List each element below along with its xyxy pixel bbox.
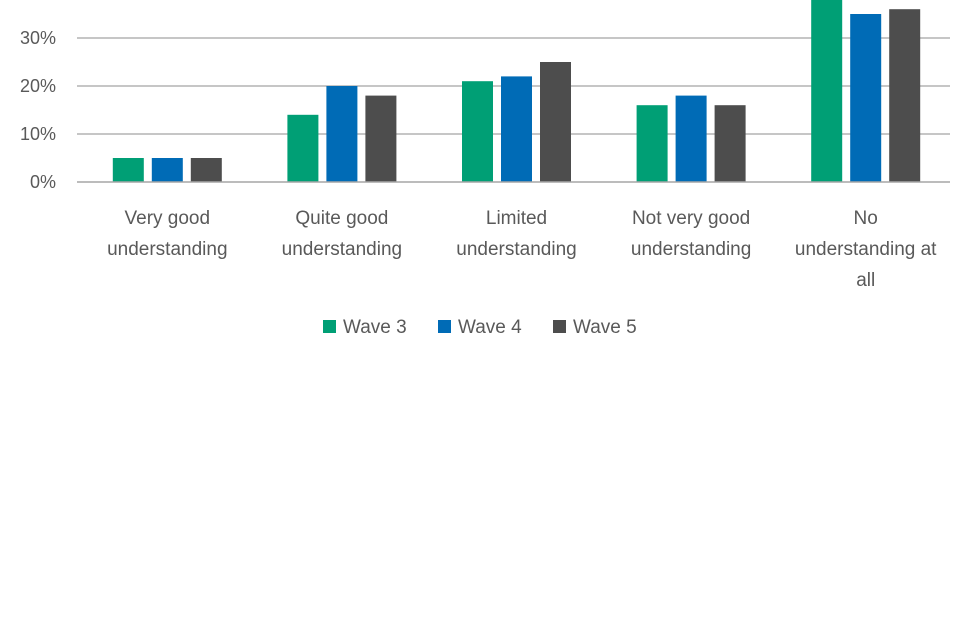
bar (811, 0, 843, 182)
category-label-line: Not very good (632, 208, 750, 229)
legend-label: Wave 3 (343, 317, 407, 338)
bar (326, 86, 358, 182)
category-label-line: No (854, 208, 878, 229)
category-label: Very good understanding (107, 208, 227, 260)
legend-swatch (323, 320, 336, 333)
legend: Wave 3 Wave 4 Wave 5 (323, 317, 637, 338)
y-tick-label: 20% (20, 76, 56, 96)
legend-label: Wave 5 (573, 317, 637, 338)
category-label-line: understanding (282, 239, 402, 260)
bar (365, 95, 397, 182)
category-label-line: Very good (125, 208, 211, 229)
category-label-line: all (856, 270, 875, 291)
y-tick-label: 0% (30, 172, 56, 192)
bar (675, 95, 707, 182)
category-label-line: understanding (631, 239, 751, 260)
category-label-line: Quite good (295, 208, 388, 229)
category-label: Limited understanding (456, 208, 576, 260)
category-labels: Very good understanding Quite good understa… (107, 208, 937, 291)
category-label: No understanding at all (795, 208, 937, 291)
bar (540, 62, 571, 182)
category-label-line: understanding at (795, 239, 937, 260)
bar (287, 114, 319, 182)
legend-swatch (553, 320, 566, 333)
bar (112, 158, 144, 182)
legend-label: Wave 4 (458, 317, 522, 338)
y-tick-label: 30% (20, 28, 56, 48)
legend-swatch (438, 320, 451, 333)
bar (714, 105, 746, 182)
bar (889, 9, 921, 183)
category-label: Quite good understanding (282, 208, 402, 260)
category-label-line: understanding (456, 239, 576, 260)
bar (190, 158, 222, 182)
y-axis-ticks: 0% 10% 20% 30% (20, 28, 56, 192)
bar (151, 158, 183, 182)
y-tick-label: 10% (20, 124, 56, 144)
bar (501, 76, 532, 182)
category-label-line: understanding (107, 239, 227, 260)
bars (112, 0, 921, 183)
category-label: Not very good understanding (631, 208, 751, 260)
bar (850, 14, 882, 182)
bar (636, 105, 668, 182)
category-label-line: Limited (486, 208, 547, 229)
bar (462, 81, 493, 182)
